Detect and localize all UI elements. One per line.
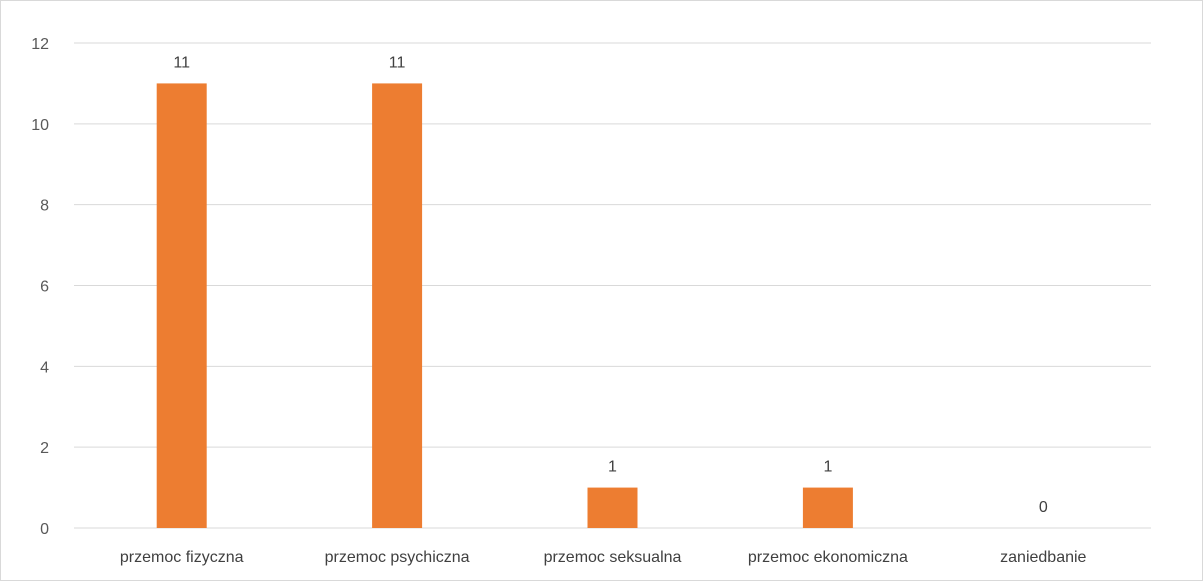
data-label: 1 — [823, 459, 832, 476]
x-category-label: zaniedbanie — [1000, 549, 1086, 566]
x-category-label: przemoc seksualna — [544, 549, 682, 566]
y-tick-label: 0 — [40, 521, 49, 538]
y-tick-label: 8 — [40, 198, 49, 215]
x-category-label: przemoc ekonomiczna — [748, 549, 908, 566]
bar — [372, 83, 423, 529]
y-tick-label: 10 — [31, 117, 49, 134]
data-label: 11 — [389, 54, 406, 71]
y-axis-ticks: 0 2 4 6 8 10 12 — [31, 36, 49, 538]
data-label: 11 — [173, 54, 190, 71]
bar — [156, 83, 207, 529]
x-category-label: przemoc psychiczna — [325, 549, 470, 566]
bar — [802, 487, 853, 528]
y-tick-label: 12 — [31, 36, 49, 53]
gridlines — [74, 42, 1151, 529]
bars — [156, 83, 853, 529]
data-label: 0 — [1039, 499, 1048, 516]
y-tick-label: 6 — [40, 279, 49, 296]
x-axis-categories: przemoc fizyczna przemoc psychiczna przemo… — [120, 549, 1087, 566]
bar — [587, 487, 638, 528]
y-tick-label: 4 — [40, 359, 49, 376]
x-category-label: przemoc fizyczna — [120, 549, 244, 566]
data-labels: 11 111 10 — [173, 54, 1047, 516]
y-tick-label: 2 — [40, 440, 49, 457]
data-label: 1 — [608, 459, 617, 476]
